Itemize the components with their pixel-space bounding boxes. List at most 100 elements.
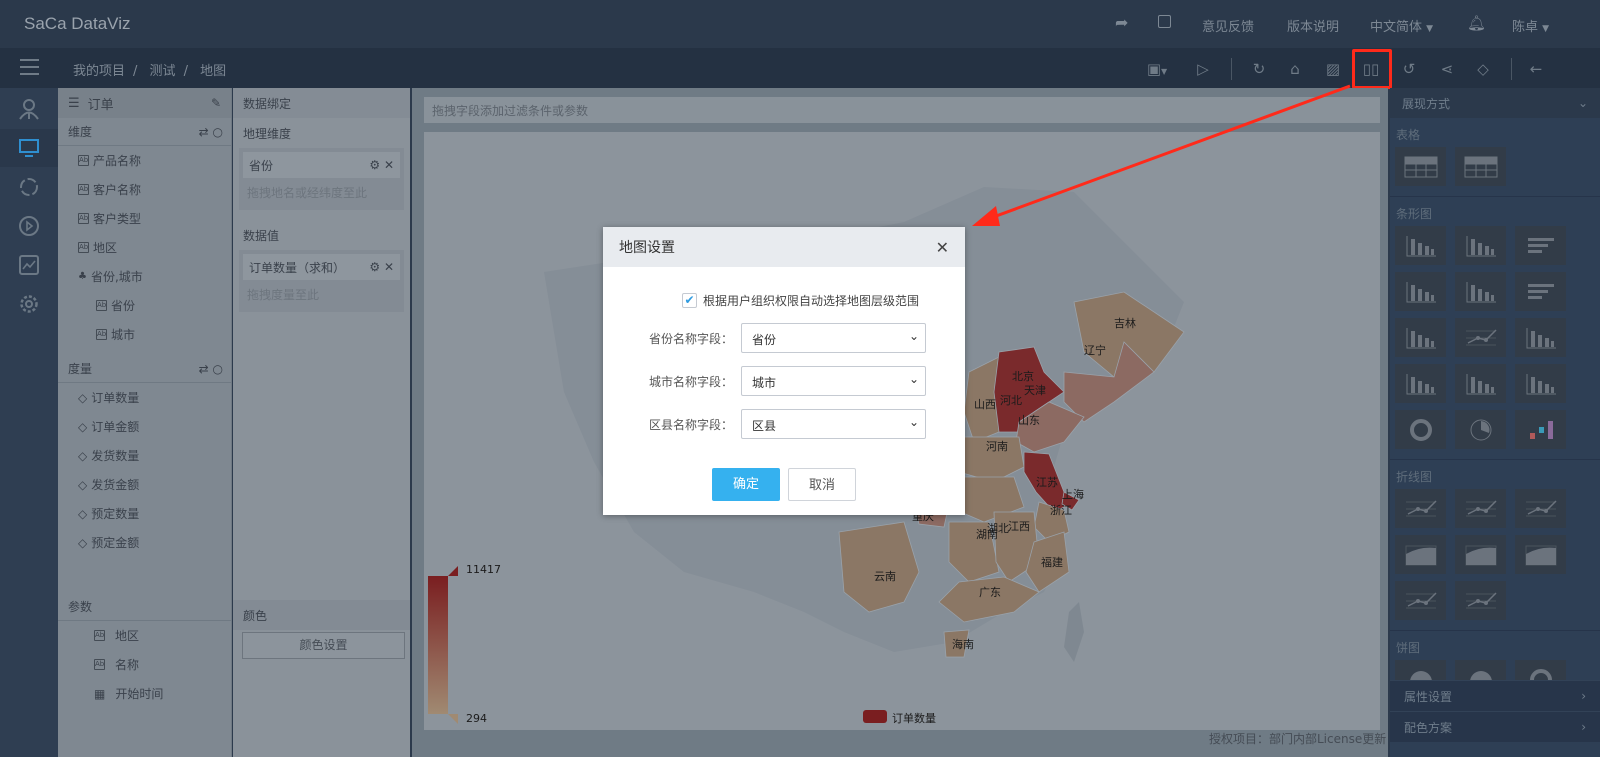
field-select[interactable]: 区县 ⌄ — [741, 409, 926, 439]
chart-line-icon[interactable] — [0, 246, 58, 284]
measure-item[interactable]: ◇ 订单数量 — [58, 383, 231, 412]
province-region[interactable] — [1025, 531, 1070, 593]
swap-icon[interactable]: ⇄ — [198, 124, 209, 139]
settings-icon[interactable]: ⚙ — [369, 260, 381, 274]
measure-item[interactable]: ◇ 预定金额 — [58, 528, 231, 557]
breadcrumb-test[interactable]: 测试 — [149, 64, 176, 79]
tag-icon[interactable]: ◇ — [1477, 60, 1489, 78]
breadcrumb-projects[interactable]: 我的项目 — [73, 64, 126, 79]
value-dropzone[interactable]: 订单数量（求和） ⚙ ✕ 拖拽度量至此 — [239, 250, 404, 312]
dimension-item[interactable]: Ab 客户名称 — [58, 175, 231, 204]
chart-type-area-smooth[interactable] — [1455, 535, 1506, 574]
chart-type-bar[interactable] — [1395, 226, 1446, 265]
measure-item[interactable]: ◇ 发货金额 — [58, 470, 231, 499]
user-menu[interactable]: 陈卓 ▼ — [1512, 16, 1549, 35]
chart-type-radial-bar[interactable] — [1395, 410, 1446, 449]
chart-type-stack-bar[interactable] — [1395, 318, 1446, 357]
value-chip[interactable]: 订单数量（求和） ⚙ ✕ — [243, 254, 400, 280]
edit-icon[interactable]: ✎ — [210, 96, 221, 110]
search-icon[interactable]: ○ — [212, 361, 223, 376]
display-mode-header[interactable]: 展现方式 ⌄ — [1390, 88, 1600, 118]
province-region[interactable] — [1023, 451, 1075, 513]
geo-chip[interactable]: 省份 ⚙ ✕ — [243, 152, 400, 178]
chart-type-hbar[interactable] — [1515, 226, 1566, 265]
measure-item[interactable]: ◇ 订单金额 — [58, 412, 231, 441]
brush-icon[interactable]: ⌂ — [1290, 60, 1300, 78]
monitor-icon[interactable] — [0, 129, 58, 167]
dimension-item[interactable]: Ab 客户类型 — [58, 204, 231, 233]
field-select[interactable]: 省份 ⌄ — [741, 323, 926, 353]
chart-type-bar-color[interactable] — [1515, 410, 1566, 449]
chart-type-bar-thin[interactable] — [1515, 318, 1566, 357]
province-region[interactable] — [943, 629, 970, 658]
filter-dropzone[interactable]: 拖拽字段添加过滤条件或参数 — [424, 97, 1380, 123]
chart-type-hbar-group[interactable] — [1515, 272, 1566, 311]
checkbox[interactable]: ✔ — [682, 293, 697, 308]
user-icon[interactable] — [0, 90, 58, 128]
hierarchy-child-item[interactable]: Ab 省份 — [58, 291, 231, 320]
province-region[interactable] — [838, 521, 920, 613]
play-circle-icon[interactable] — [0, 207, 58, 245]
chart-type-area-axis[interactable] — [1515, 535, 1566, 574]
measure-item[interactable]: ◇ 预定数量 — [58, 499, 231, 528]
close-icon[interactable]: ✕ — [383, 260, 394, 274]
chart-type-bar-axis[interactable] — [1455, 226, 1506, 265]
province-region[interactable] — [938, 576, 1040, 623]
param-item[interactable]: Ab 名称 — [58, 650, 231, 679]
menu-toggle-icon[interactable] — [20, 59, 39, 75]
undo-icon[interactable]: ↺ — [1402, 60, 1416, 78]
back-arrow-icon[interactable]: ← — [1529, 60, 1543, 78]
gear-icon[interactable] — [0, 285, 58, 323]
chart-type-cylinder[interactable] — [1515, 364, 1566, 403]
cancel-button[interactable]: 取消 — [788, 468, 856, 501]
chart-type-table[interactable] — [1395, 147, 1446, 186]
province-region[interactable] — [948, 521, 1000, 583]
swap-icon[interactable]: ⇄ — [198, 361, 209, 376]
chart-type-stack-bar-line[interactable] — [1455, 318, 1506, 357]
property-settings[interactable]: 属性设置 › — [1390, 680, 1600, 711]
language-dropdown[interactable]: 中文简体 ▼ — [1370, 16, 1433, 35]
chart-type-line[interactable] — [1395, 489, 1446, 528]
close-icon[interactable]: ✕ — [935, 237, 949, 257]
dimension-item[interactable]: Ab 产品名称 — [58, 146, 231, 175]
hierarchy-item[interactable]: ♣ 省份,城市 — [58, 262, 231, 291]
chart-type-waterfall[interactable] — [1395, 364, 1446, 403]
chart-type-polar-bar[interactable] — [1455, 410, 1506, 449]
settings-icon[interactable]: ⚙ — [369, 158, 381, 172]
geo-dropzone[interactable]: 省份 ⚙ ✕ 拖拽地名或经纬度至此 — [239, 148, 404, 210]
chart-type-step-line[interactable] — [1455, 581, 1506, 620]
cycle-icon[interactable] — [0, 168, 58, 206]
ok-button[interactable]: 确定 — [712, 468, 780, 501]
release-notes-link[interactable]: 版本说明 — [1287, 20, 1340, 35]
chart-type-area[interactable] — [1395, 535, 1446, 574]
chart-type-group-bar-axis[interactable] — [1455, 272, 1506, 311]
refresh-data-icon[interactable]: ↻ — [1252, 60, 1266, 78]
chart-type-group-bar[interactable] — [1395, 272, 1446, 311]
feedback-link[interactable]: 意见反馈 — [1202, 20, 1255, 35]
param-item[interactable]: Ab 地区 — [58, 621, 231, 650]
close-icon[interactable]: ✕ — [383, 158, 394, 172]
province-region[interactable] — [1061, 491, 1080, 511]
share-nodes-icon[interactable]: ⋖ — [1440, 60, 1454, 78]
auto-scope-option[interactable]: ✔ 根据用户组织权限自动选择地图层级范围 — [682, 292, 919, 309]
chart-type-bar-3d[interactable] — [1455, 364, 1506, 403]
map-icon[interactable]: ▯▯ — [1362, 60, 1380, 78]
measure-item[interactable]: ◇ 发货数量 — [58, 441, 231, 470]
color-settings-button[interactable]: 颜色设置 — [242, 632, 405, 659]
dimension-item[interactable]: Ab 地区 — [58, 233, 231, 262]
external-link-icon[interactable] — [1158, 15, 1171, 28]
chart-type-slope[interactable] — [1395, 581, 1446, 620]
search-icon[interactable]: ○ — [212, 124, 223, 139]
param-item[interactable]: ▦ 开始时间 — [58, 679, 231, 708]
chart-type-line-multi[interactable] — [1455, 489, 1506, 528]
chart-type-line-axis[interactable] — [1515, 489, 1566, 528]
save-icon[interactable]: ▣▼ — [1146, 60, 1168, 78]
chart-type-crosstable[interactable] — [1455, 147, 1506, 186]
image-icon[interactable]: ▨ — [1325, 60, 1341, 78]
color-scheme[interactable]: 配色方案 › — [1390, 711, 1600, 742]
bell-icon[interactable]: 🔔︎ — [1467, 14, 1487, 32]
field-select[interactable]: 城市 ⌄ — [741, 366, 926, 396]
share-icon[interactable]: ➦ — [1115, 13, 1129, 32]
province-region[interactable] — [1063, 341, 1155, 423]
play-icon[interactable]: ▷ — [1197, 60, 1209, 78]
